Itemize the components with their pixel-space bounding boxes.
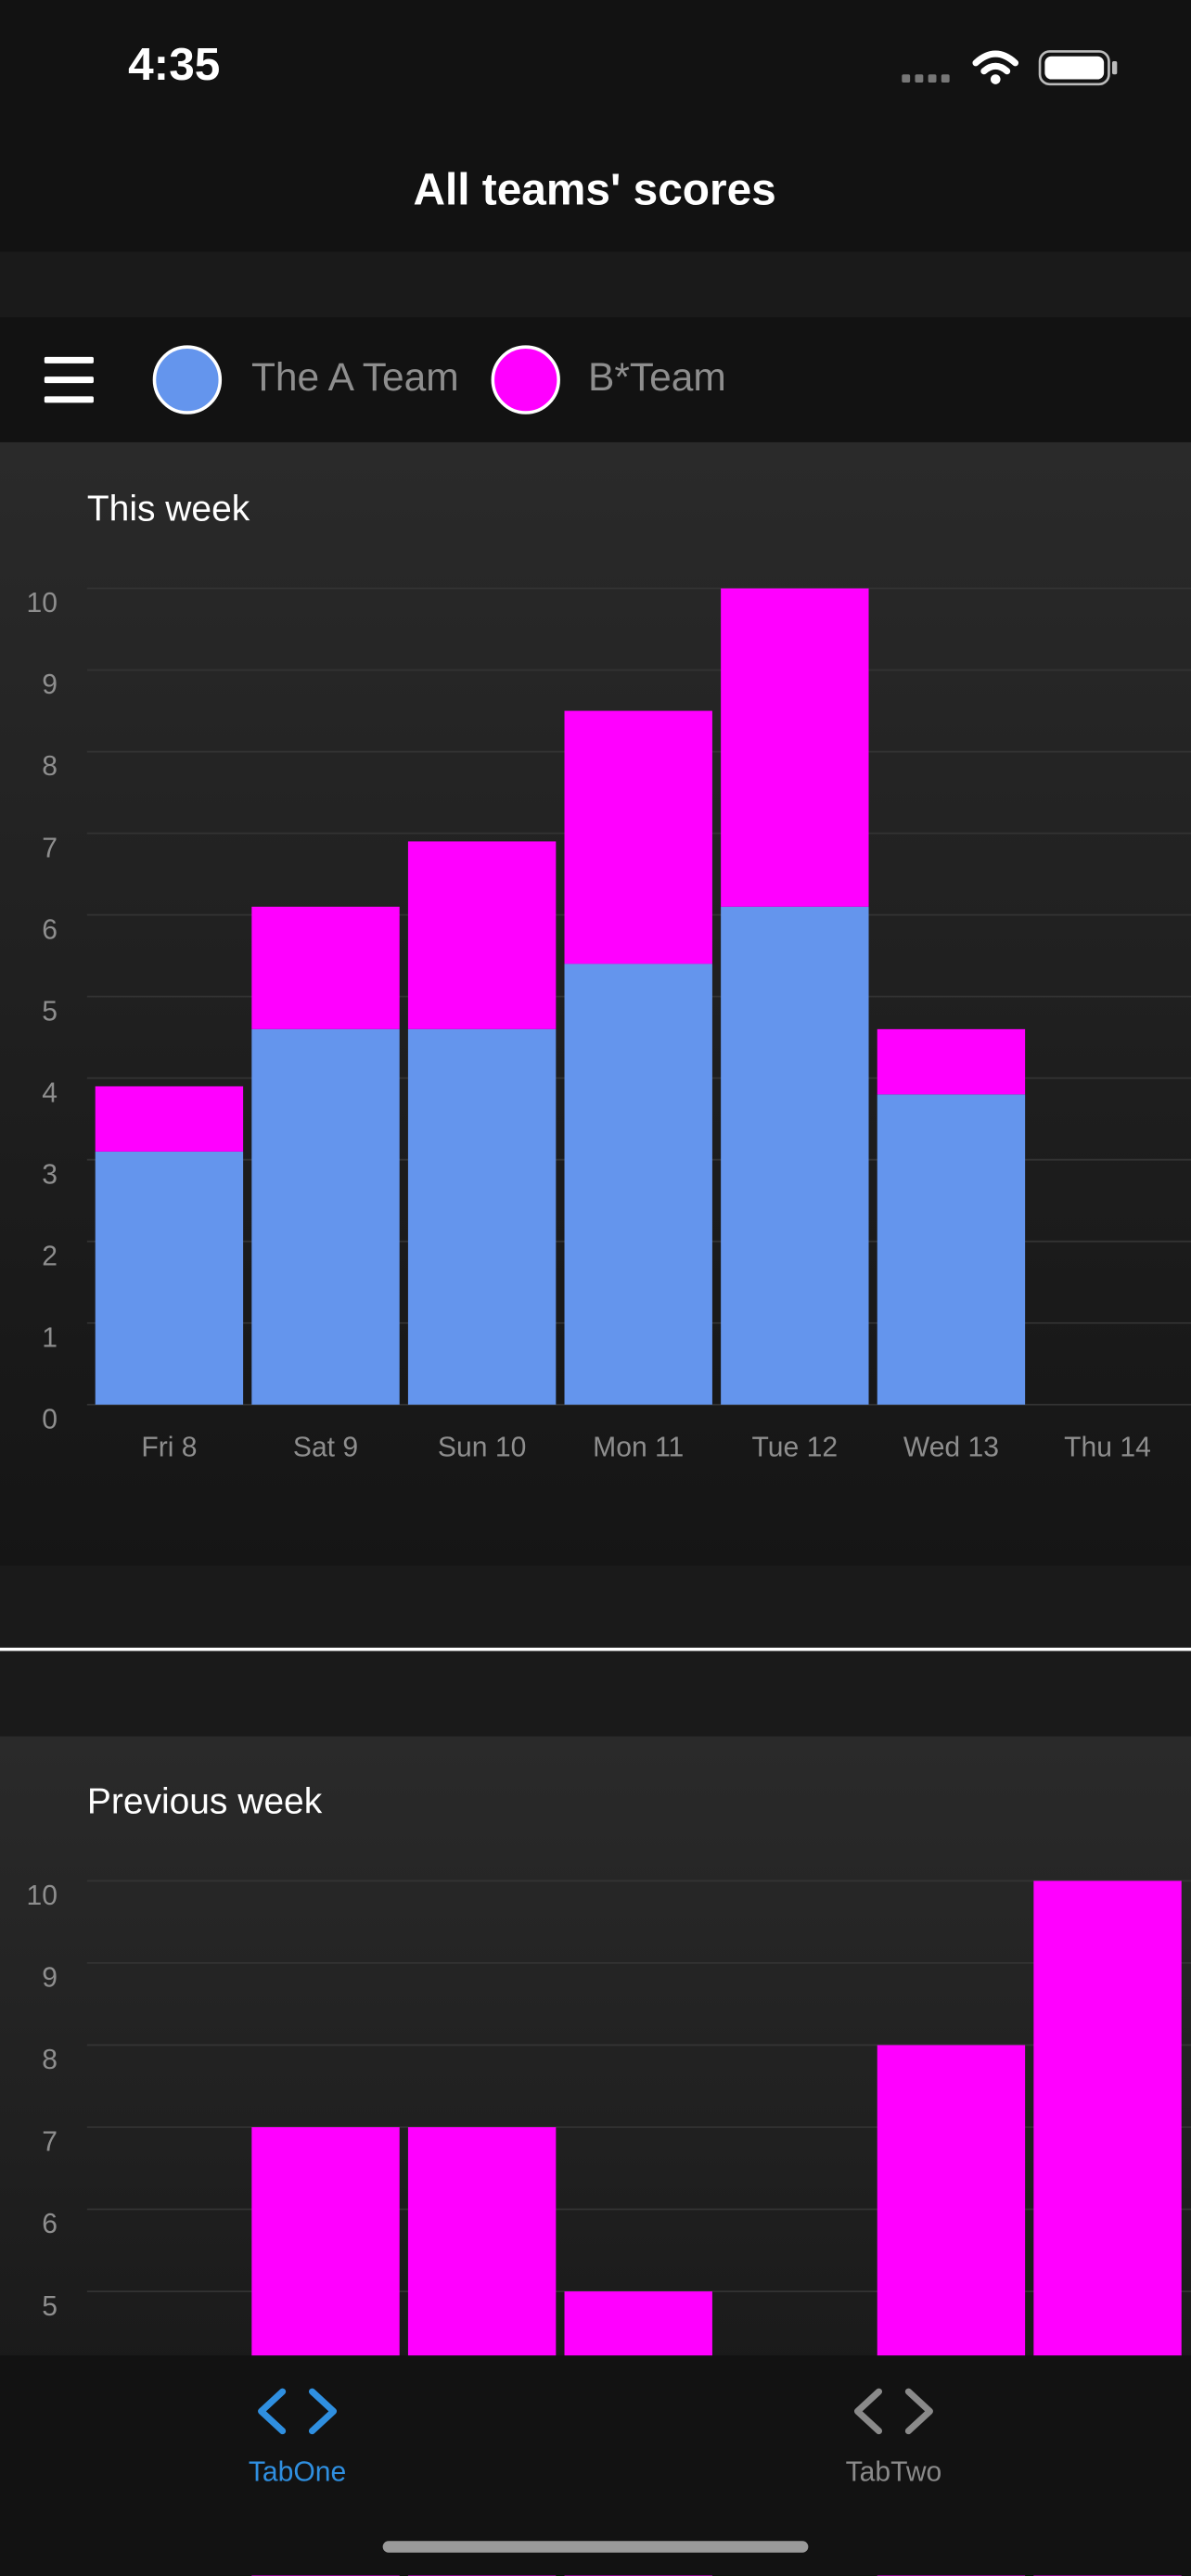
menu-button[interactable] — [44, 356, 94, 403]
y-tick-label: 3 — [42, 1159, 58, 1190]
chart-title: This week — [87, 490, 250, 529]
tab-bar — [0, 2355, 1191, 2576]
x-tick-label: Tue 12 — [752, 1433, 839, 1463]
y-tick-label: 10 — [27, 1881, 58, 1911]
legend-swatch[interactable] — [491, 345, 560, 414]
tab-label[interactable]: TabOne — [249, 2457, 346, 2488]
header — [0, 0, 1191, 252]
legend-label[interactable]: The A Team — [251, 356, 459, 400]
bar-segment — [251, 1028, 400, 1405]
signal-icon — [902, 74, 950, 83]
y-tick-label: 0 — [42, 1404, 58, 1435]
legend-label[interactable]: B*Team — [588, 356, 726, 400]
y-tick-label: 5 — [42, 996, 58, 1027]
tab-label[interactable]: TabTwo — [846, 2457, 942, 2488]
y-tick-label: 1 — [42, 1322, 58, 1353]
tab-icon[interactable] — [258, 2388, 338, 2435]
y-tick-label: 8 — [42, 2045, 58, 2075]
home-indicator — [382, 2541, 809, 2553]
separator-area — [0, 1565, 1191, 1737]
wifi-icon — [972, 50, 1019, 75]
y-tick-label: 9 — [42, 1963, 58, 1994]
nav-title: All teams' scores — [413, 165, 775, 214]
wifi-dot — [990, 74, 1001, 84]
bar-segment — [95, 1151, 244, 1405]
battery-tip — [1111, 61, 1118, 75]
legend-swatch[interactable] — [152, 345, 223, 414]
divider — [0, 1647, 1191, 1651]
y-tick-label: 7 — [42, 833, 58, 863]
bar-segment — [877, 1094, 1026, 1405]
y-tick-label: 4 — [42, 1078, 58, 1108]
y-tick-label: 2 — [42, 1241, 58, 1271]
y-tick-label: 10 — [27, 588, 58, 618]
x-tick-label: Fri 8 — [141, 1433, 197, 1463]
y-tick-label: 8 — [42, 751, 58, 782]
battery-level — [1044, 56, 1105, 80]
y-tick-label: 6 — [42, 2209, 58, 2239]
tab-icon[interactable] — [853, 2388, 933, 2435]
y-tick-label: 9 — [42, 670, 58, 700]
bar-segment — [564, 710, 712, 964]
x-tick-label: Wed 13 — [903, 1433, 999, 1463]
x-tick-label: Mon 11 — [593, 1433, 684, 1463]
y-tick-label: 5 — [42, 2291, 58, 2322]
y-tick-label: 7 — [42, 2127, 58, 2158]
chart-title: Previous week — [87, 1781, 323, 1821]
bar-segment — [564, 963, 712, 1405]
bar-segment — [721, 588, 869, 907]
bar-segment — [877, 1028, 1026, 1095]
x-tick-label: Sun 10 — [438, 1433, 526, 1463]
x-tick-label: Sat 9 — [293, 1433, 358, 1463]
y-tick-label: 6 — [42, 914, 58, 945]
status-time: 4:35 — [128, 38, 220, 90]
spacer — [0, 251, 1191, 318]
bar-segment — [407, 1028, 557, 1405]
bar-segment — [251, 906, 400, 1029]
bar-segment — [95, 1086, 244, 1152]
x-tick-label: Thu 14 — [1064, 1433, 1151, 1463]
bar-segment — [721, 906, 869, 1405]
battery — [1038, 50, 1110, 86]
bar-segment — [407, 841, 557, 1029]
